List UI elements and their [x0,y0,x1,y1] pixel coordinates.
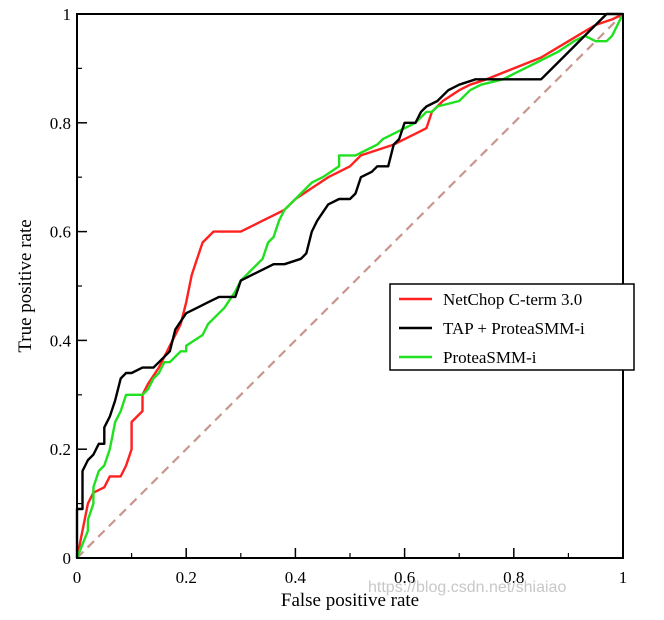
x-tick-label: 0.4 [285,568,307,587]
y-axis-label: True positive rate [15,219,36,352]
legend-label-tap-proteasmm-i: TAP + ProteaSMM-i [443,319,585,338]
x-axis-label: False positive rate [281,590,419,611]
legend-label-netchop-c-term-3-0: NetChop C-term 3.0 [443,290,582,309]
x-tick-label: 0.6 [394,568,415,587]
watermark: https://blog.csdn.net/shiaiao [368,579,566,596]
legend-label-proteasmm-i: ProteaSMM-i [443,348,537,367]
y-tick-label: 0.6 [50,223,71,242]
y-tick-label: 0.2 [50,440,71,459]
x-tick-label: 0.8 [503,568,524,587]
x-tick-label: 0 [73,568,82,587]
series-line-netchop-c-term-3-0 [75,12,624,559]
legend: NetChop C-term 3.0 TAP + ProteaSMM-i Prote… [389,283,635,371]
x-tick-label: 1 [619,568,628,587]
x-tick-label: 0.2 [176,568,197,587]
y-tick-label: 0 [63,549,72,568]
reference-diagonal-line [76,13,624,559]
series-line-proteasmm-i [75,13,625,559]
y-tick-label: 0.8 [50,114,71,133]
series-line-tap-proteasmm-i [75,12,623,558]
y-tick-label: 0.4 [50,331,72,350]
y-tick-label: 1 [63,5,72,24]
